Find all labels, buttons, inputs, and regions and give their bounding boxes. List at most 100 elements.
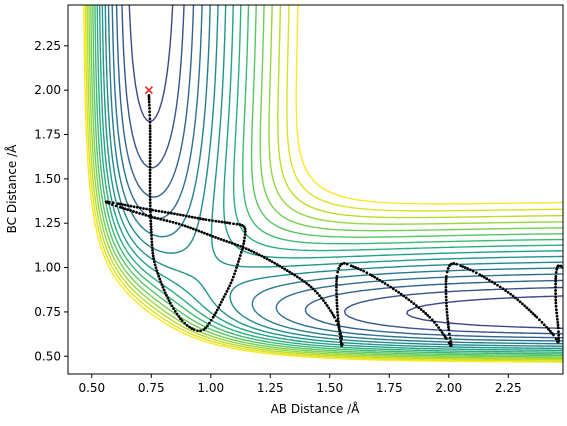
trajectory-point xyxy=(548,330,552,333)
trajectory-point xyxy=(313,289,317,293)
trajectory-point xyxy=(235,266,238,270)
trajectory-point xyxy=(151,249,154,252)
trajectory-point xyxy=(302,280,306,284)
trajectory-point xyxy=(323,301,327,305)
x-tick-label: 0.75 xyxy=(138,381,165,395)
trajectory-point xyxy=(485,277,489,281)
trajectory-point xyxy=(404,296,408,300)
trajectory-point xyxy=(339,342,343,346)
trajectory-point xyxy=(552,333,555,337)
contour-level xyxy=(107,5,563,345)
trajectory-point xyxy=(243,230,247,233)
trajectory-point xyxy=(217,220,221,223)
contour-level xyxy=(83,5,563,363)
trajectory-point xyxy=(265,257,269,261)
contour-level xyxy=(121,5,563,335)
trajectory-point xyxy=(449,262,453,266)
trajectory-point xyxy=(368,273,372,277)
contour-level xyxy=(128,5,563,329)
trajectory-point xyxy=(300,278,304,282)
trajectory-point xyxy=(557,339,560,343)
trajectory-point xyxy=(166,211,170,215)
x-tick-label: 1.25 xyxy=(257,381,284,395)
trajectory-point xyxy=(161,285,165,289)
trajectory-point xyxy=(174,221,178,225)
trajectory-point xyxy=(311,287,315,291)
trajectory-point xyxy=(219,300,223,304)
trajectory-point xyxy=(148,144,152,148)
y-axis-label: BC Distance /Å xyxy=(4,144,19,234)
contour-level xyxy=(88,5,563,360)
trajectory-point xyxy=(156,271,160,275)
trajectory-point xyxy=(283,267,287,271)
trajectory-point xyxy=(557,330,560,334)
trajectory-point xyxy=(335,282,338,286)
trajectory-point xyxy=(160,210,164,214)
trajectory-point xyxy=(230,278,234,282)
x-tick-label: 2.00 xyxy=(435,381,462,395)
trajectory-point xyxy=(145,207,148,211)
trajectory-point xyxy=(409,300,413,304)
y-tick-label: 0.50 xyxy=(34,349,61,363)
contour-level xyxy=(92,5,563,357)
trajectory-point xyxy=(199,217,203,221)
trajectory-point xyxy=(132,205,136,209)
trajectory-point xyxy=(149,228,153,231)
trajectory-point xyxy=(205,232,209,236)
trajectory-point xyxy=(153,263,157,267)
trajectory-point xyxy=(498,285,502,289)
trajectory-point xyxy=(148,162,152,166)
trajectory-point xyxy=(149,225,153,229)
trajectory-point xyxy=(316,291,319,295)
trajectory-point xyxy=(285,269,289,272)
trajectory-point xyxy=(335,279,338,283)
trajectory-point xyxy=(509,292,513,296)
trajectory-point xyxy=(233,272,236,276)
trajectory-point xyxy=(168,301,172,305)
trajectory-point xyxy=(342,261,346,265)
trajectory-point xyxy=(333,315,336,319)
trajectory-point xyxy=(444,279,448,283)
trajectory-point xyxy=(186,225,190,229)
trajectory-point xyxy=(214,236,217,239)
trajectory-point xyxy=(554,270,558,274)
trajectory-point xyxy=(280,266,284,269)
trajectory-point xyxy=(148,165,152,169)
trajectory-point xyxy=(493,282,497,285)
trajectory-point xyxy=(207,321,211,325)
trajectory-point xyxy=(197,229,201,233)
trajectory-point xyxy=(183,224,187,228)
trajectory-point xyxy=(463,266,467,269)
trajectory-point xyxy=(474,271,478,275)
trajectory-point xyxy=(242,242,246,246)
trajectory-point xyxy=(155,269,159,272)
x-tick-label: 1.00 xyxy=(197,381,224,395)
trajectory-point xyxy=(531,312,535,316)
x-tick-label: 0.50 xyxy=(78,381,105,395)
trajectory-point xyxy=(556,318,559,321)
trajectory-point xyxy=(471,269,475,273)
trajectory-point xyxy=(239,250,243,254)
trajectory-point xyxy=(151,251,155,255)
trajectory-point xyxy=(237,260,240,263)
contour-level xyxy=(98,5,563,352)
trajectory-point xyxy=(148,120,152,124)
trajectory-point xyxy=(150,215,154,219)
trajectory-point xyxy=(148,113,152,117)
trajectory-point xyxy=(402,294,406,298)
trajectory-point xyxy=(365,271,369,275)
trajectory-point xyxy=(523,304,527,308)
trajectory-point xyxy=(116,202,120,206)
trajectory-point xyxy=(335,307,339,311)
trajectory-point xyxy=(229,281,233,285)
trajectory-point xyxy=(307,283,311,287)
trajectory-point xyxy=(349,264,353,268)
trajectory-point xyxy=(107,201,111,205)
trajectory-point xyxy=(337,325,341,329)
trajectory-point xyxy=(478,273,482,277)
y-tick-label: 0.75 xyxy=(34,305,61,319)
trajectory-point xyxy=(533,314,537,317)
trajectory-point xyxy=(239,244,242,248)
trajectory-point xyxy=(394,289,398,292)
trajectory-point xyxy=(557,333,561,337)
